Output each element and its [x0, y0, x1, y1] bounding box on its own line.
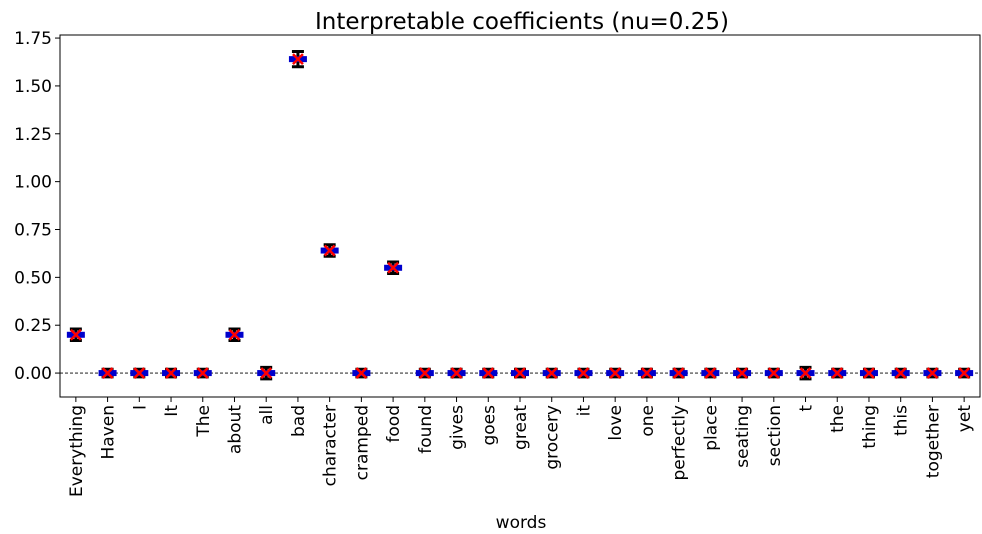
mean-marker — [260, 367, 273, 379]
y-tick-label: 0.50 — [14, 268, 52, 288]
mean-marker — [926, 367, 939, 379]
mean-marker — [545, 367, 558, 379]
plot-frame — [59, 34, 981, 398]
x-tick-label: perfectly — [670, 405, 690, 480]
x-tick-label: gives — [448, 405, 468, 450]
mean-marker — [355, 367, 368, 379]
x-tick-label: section — [765, 405, 785, 466]
mean-marker — [292, 53, 304, 66]
y-tick-label: 1.75 — [14, 29, 52, 49]
mean-marker — [894, 367, 907, 379]
mean-marker — [228, 328, 241, 341]
x-tick-label: Haven — [99, 405, 119, 460]
x-tick-label: it — [574, 405, 594, 417]
x-tick-label: place — [701, 405, 721, 451]
x-tick-label: I — [130, 405, 150, 410]
mean-marker — [101, 367, 114, 379]
x-tick-label: food — [384, 405, 404, 443]
x-tick-label: The — [194, 405, 214, 438]
mean-marker — [704, 367, 717, 379]
x-tick-label: t — [797, 405, 817, 412]
x-tick-label: cramped — [352, 405, 372, 480]
x-tick-label: this — [892, 405, 912, 436]
mean-marker — [863, 367, 875, 379]
x-tick-label: great — [511, 405, 531, 450]
mean-marker — [831, 367, 844, 379]
x-tick-label: thing — [860, 405, 880, 449]
x-tick-label: character — [321, 405, 341, 486]
mean-marker — [323, 244, 336, 257]
y-tick-label: 0.00 — [14, 364, 52, 384]
mean-marker — [767, 367, 780, 379]
x-tick-label: about — [225, 405, 245, 454]
mean-marker — [577, 367, 590, 379]
x-tick-label: all — [257, 405, 277, 425]
x-tick-label: seating — [733, 405, 753, 468]
mean-marker — [418, 367, 431, 379]
mean-marker — [514, 367, 526, 379]
mean-marker — [133, 367, 146, 379]
x-tick-label: bad — [289, 405, 309, 437]
mean-marker — [69, 328, 82, 341]
x-tick-label: found — [416, 405, 436, 454]
y-tick-label: 1.25 — [14, 125, 52, 145]
x-tick-label: It — [162, 405, 182, 417]
mean-marker — [641, 367, 653, 379]
y-tick-label: 1.50 — [14, 77, 52, 97]
mean-marker — [609, 367, 622, 379]
mean-marker — [736, 367, 748, 379]
x-axis-label: words — [496, 513, 547, 533]
chart-title: Interpretable coefficients (nu=0.25) — [315, 9, 729, 35]
mean-marker — [387, 261, 399, 274]
x-tick-label: Everything — [67, 405, 87, 497]
mean-marker — [799, 367, 812, 379]
x-tick-label: the — [828, 405, 848, 433]
x-tick-label: yet — [955, 405, 975, 433]
y-tick-label: 0.75 — [14, 220, 52, 240]
y-tick-label: 1.00 — [14, 173, 52, 193]
x-tick-label: grocery — [543, 405, 563, 470]
x-tick-label: together — [923, 405, 943, 478]
y-tick-label: 0.25 — [14, 316, 52, 336]
mean-marker — [958, 367, 971, 379]
mean-marker — [196, 367, 209, 379]
mean-marker — [165, 367, 177, 379]
x-tick-label: one — [638, 405, 658, 437]
mean-marker — [482, 367, 495, 379]
mean-marker — [672, 367, 685, 379]
x-tick-label: love — [606, 405, 626, 441]
mean-marker — [450, 367, 463, 379]
x-tick-label: goes — [479, 405, 499, 446]
